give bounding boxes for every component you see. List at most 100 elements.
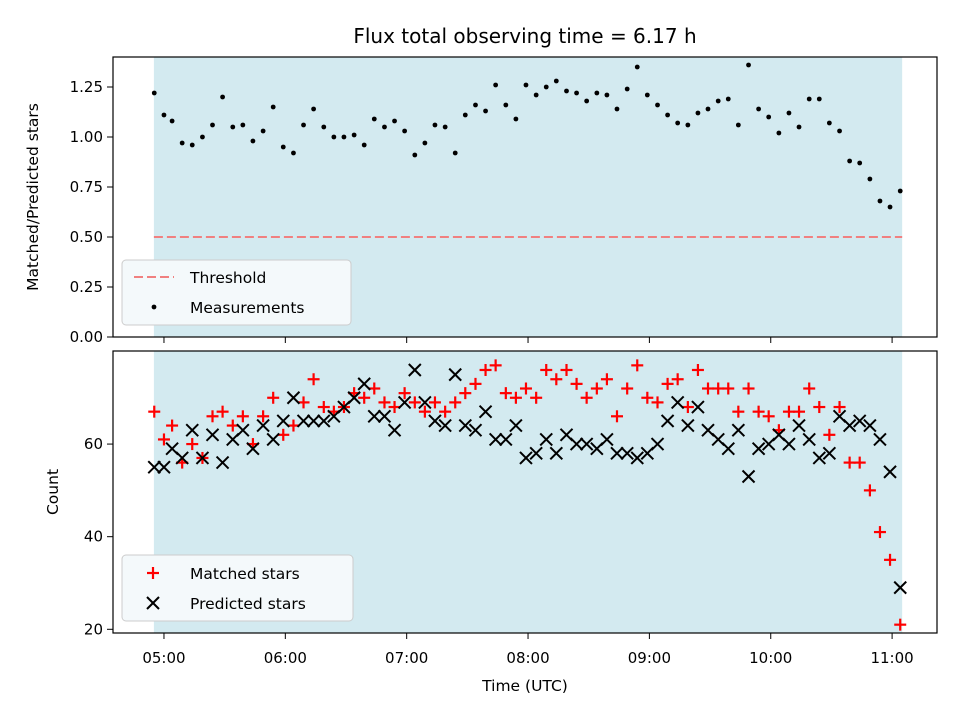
predicted-star-point bbox=[792, 418, 806, 433]
matched-star-point bbox=[641, 391, 654, 404]
top-x-ticks bbox=[163, 337, 893, 343]
bottom-legend: Matched stars Predicted stars bbox=[121, 554, 354, 622]
matched-star-point bbox=[560, 363, 573, 376]
legend-matched-label: Matched stars bbox=[190, 565, 300, 583]
measurement-point bbox=[301, 122, 306, 128]
matched-star-point bbox=[631, 359, 644, 372]
matched-star-point bbox=[439, 405, 452, 418]
x-tick-label: 07:00 bbox=[385, 649, 428, 667]
predicted-star-point bbox=[468, 423, 483, 437]
predicted-star-point bbox=[317, 414, 331, 428]
matched-star-point bbox=[157, 433, 170, 446]
predicted-star-point bbox=[812, 451, 826, 465]
predicted-star-point bbox=[873, 432, 887, 447]
predicted-star-point bbox=[276, 414, 290, 428]
measurement-point bbox=[665, 112, 670, 118]
matched-star-point bbox=[702, 382, 715, 395]
predicted-star-point bbox=[438, 418, 452, 433]
matched-star-point bbox=[236, 410, 249, 423]
matched-star-point bbox=[509, 391, 522, 404]
measurement-point bbox=[483, 108, 488, 114]
legend-measurements-swatch bbox=[151, 304, 157, 310]
matched-star-point bbox=[307, 373, 320, 386]
measurement-point bbox=[210, 122, 215, 128]
y-tick-label: 1.25 bbox=[70, 78, 103, 96]
matched-star-point bbox=[894, 618, 907, 631]
x-tick-label: 05:00 bbox=[142, 649, 185, 667]
measurements-points bbox=[151, 62, 903, 210]
matched-star-point bbox=[823, 428, 836, 441]
predicted-star-point bbox=[357, 377, 371, 391]
measurement-point bbox=[715, 98, 721, 104]
measurement-point bbox=[179, 140, 185, 146]
matched-star-point bbox=[297, 396, 310, 409]
measurement-point bbox=[161, 112, 167, 118]
measurement-point bbox=[442, 124, 448, 130]
matched-star-point bbox=[489, 359, 502, 372]
predicted-star-point bbox=[519, 451, 533, 465]
matched-star-point bbox=[762, 410, 775, 423]
predicted-star-point bbox=[306, 414, 321, 428]
predicted-star-point bbox=[610, 446, 624, 461]
matched-star-point bbox=[793, 405, 806, 418]
measurement-point bbox=[422, 140, 428, 146]
matched-star-point bbox=[226, 419, 239, 432]
matched-star-point bbox=[368, 382, 381, 395]
matched-star-point bbox=[469, 377, 482, 390]
measurement-point bbox=[392, 118, 397, 124]
predicted-star-point bbox=[387, 423, 402, 437]
predicted-star-point bbox=[377, 409, 392, 423]
matched-star-point bbox=[358, 391, 371, 404]
measurement-point bbox=[473, 102, 478, 108]
matched-star-point bbox=[388, 401, 401, 414]
matched-star-point bbox=[267, 391, 280, 404]
matched-star-point bbox=[540, 363, 553, 376]
predicted-star-point bbox=[246, 441, 260, 456]
predicted-star-point bbox=[802, 432, 816, 447]
matched-star-point bbox=[722, 382, 735, 395]
predicted-star-point bbox=[215, 455, 230, 470]
x-tick-label: 09:00 bbox=[628, 649, 671, 667]
matched-star-point bbox=[621, 382, 634, 395]
predicted-star-point bbox=[478, 404, 493, 419]
predicted-star-point bbox=[448, 367, 462, 382]
predicted-star-point bbox=[620, 446, 634, 461]
predicted-star-point bbox=[721, 441, 735, 456]
measurement-point bbox=[786, 110, 792, 116]
measurement-point bbox=[341, 134, 347, 140]
predicted-star-point bbox=[822, 446, 837, 461]
predicted-star-point bbox=[630, 451, 644, 465]
measurement-point bbox=[291, 150, 296, 156]
measurement-point bbox=[675, 120, 681, 126]
predicted-star-point bbox=[569, 437, 584, 451]
predicted-star-point bbox=[650, 437, 665, 451]
predicted-star-point bbox=[488, 432, 503, 447]
bottom-legend-box bbox=[121, 554, 354, 622]
matched-star-point bbox=[148, 405, 161, 418]
matched-star-point bbox=[843, 456, 856, 469]
predicted-star-point bbox=[549, 446, 564, 461]
matched-star-point bbox=[408, 396, 421, 409]
predicted-star-point bbox=[893, 580, 907, 595]
measurement-point bbox=[503, 102, 509, 108]
matched-star-point bbox=[863, 484, 876, 497]
x-tick-label: 08:00 bbox=[506, 649, 549, 667]
y-tick-label: 0.50 bbox=[70, 228, 103, 246]
measurement-point bbox=[402, 128, 408, 134]
matched-star-point bbox=[873, 526, 886, 539]
measurement-point bbox=[776, 130, 782, 136]
matched-star-point bbox=[530, 391, 543, 404]
measurement-point bbox=[311, 106, 316, 112]
predicted-star-point bbox=[842, 418, 857, 433]
predicted-star-point bbox=[175, 451, 189, 465]
measurement-point bbox=[806, 96, 812, 102]
chart-title: Flux total observing time = 6.17 h bbox=[353, 24, 696, 48]
matched-star-point bbox=[479, 363, 492, 376]
x-tick-label: 06:00 bbox=[264, 649, 307, 667]
predicted-star-point bbox=[670, 395, 685, 410]
matched-star-point bbox=[206, 410, 219, 423]
measurement-point bbox=[867, 176, 873, 182]
predicted-star-point bbox=[863, 418, 877, 433]
top-y-axis-label: Matched/Predicted stars bbox=[24, 103, 42, 291]
